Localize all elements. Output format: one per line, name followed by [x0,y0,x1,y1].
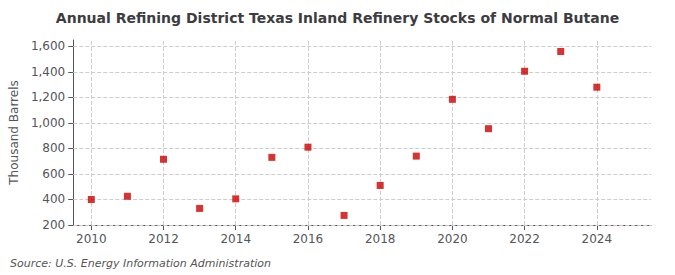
svg-text:200: 200 [42,218,65,232]
svg-text:400: 400 [42,192,65,206]
svg-text:2012: 2012 [148,232,179,246]
svg-text:1,600: 1,600 [31,39,65,53]
svg-text:Annual Refining District Texas: Annual Refining District Texas Inland Re… [56,10,619,26]
svg-text:600: 600 [42,167,65,181]
svg-text:2018: 2018 [365,232,396,246]
svg-text:1,000: 1,000 [31,116,65,130]
svg-text:2020: 2020 [437,232,468,246]
svg-text:2022: 2022 [509,232,540,246]
svg-text:2010: 2010 [76,232,107,246]
svg-text:800: 800 [42,141,65,155]
svg-text:1,200: 1,200 [31,90,65,104]
svg-text:2024: 2024 [582,232,613,246]
svg-text:2016: 2016 [293,232,324,246]
svg-text:2014: 2014 [220,232,251,246]
svg-text:Source: U.S. Energy Informatio: Source: U.S. Energy Information Administ… [10,257,271,270]
svg-text:Thousand Barrels: Thousand Barrels [7,80,21,185]
svg-text:1,400: 1,400 [31,65,65,79]
